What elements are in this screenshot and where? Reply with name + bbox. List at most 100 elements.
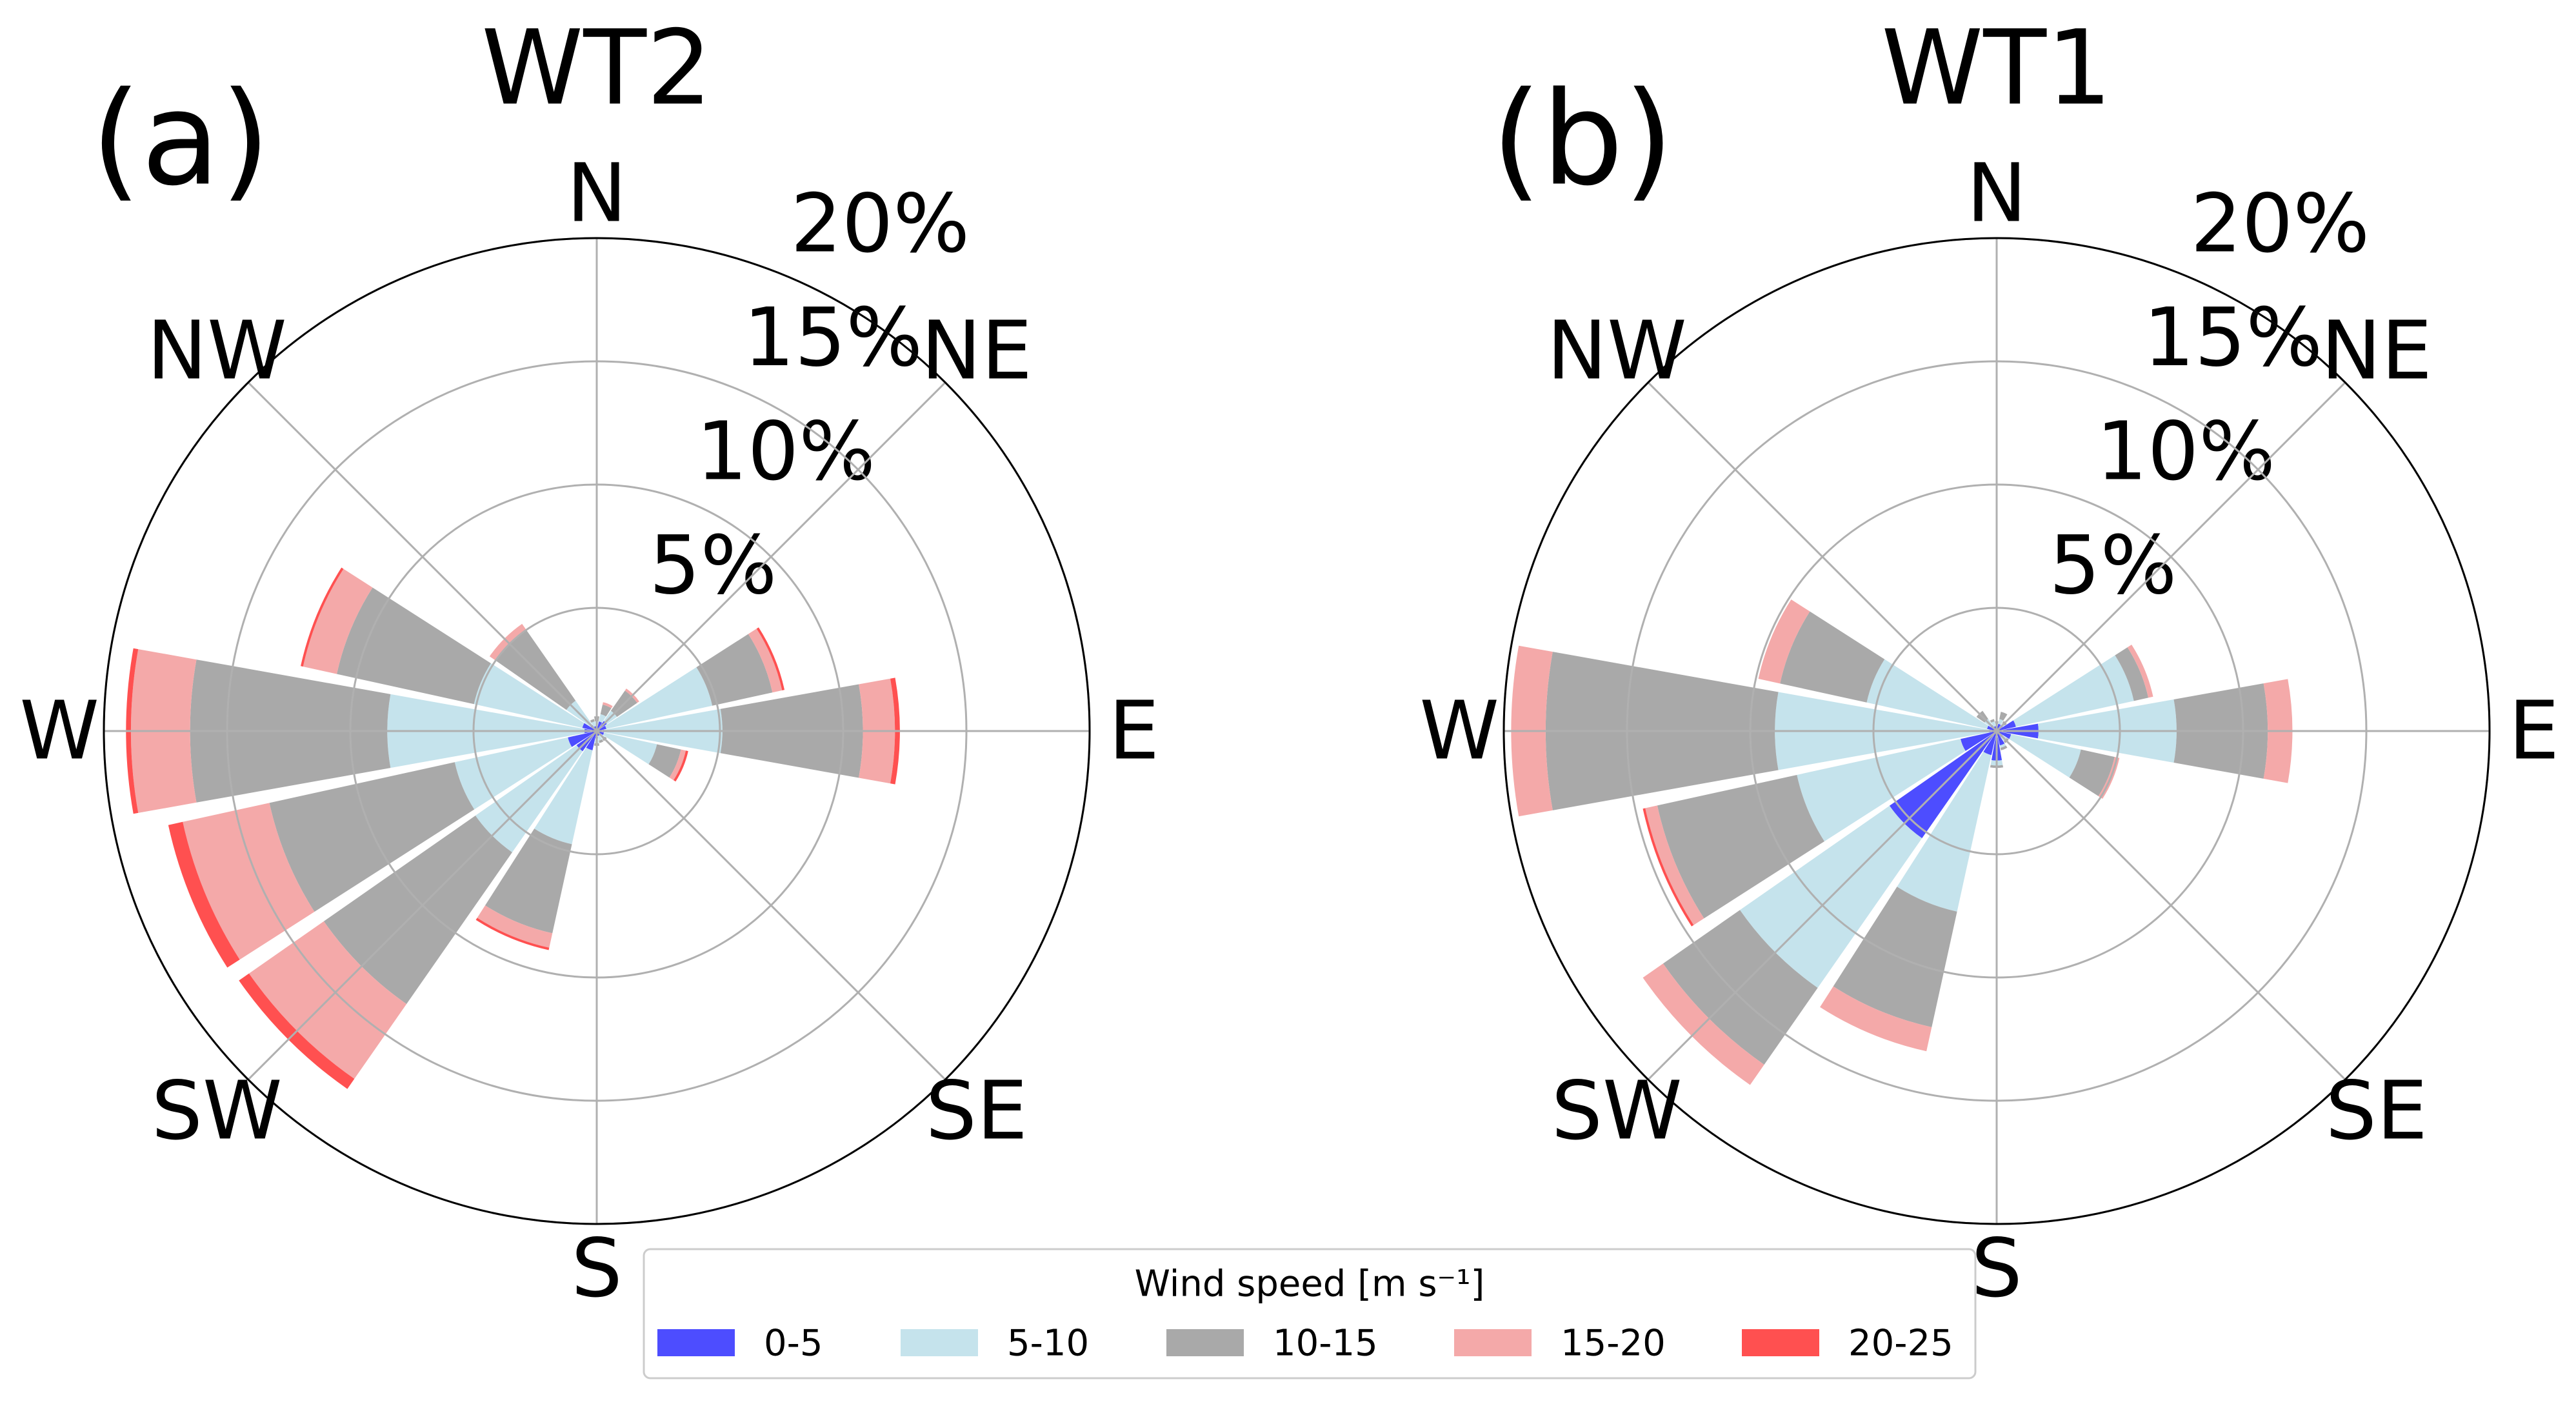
wind-wedge [603,732,657,765]
wind-wedge [603,702,613,708]
direction-label: NE [2321,305,2433,398]
radial-tick-label: 10% [696,405,875,499]
legend-swatch [1454,1329,1532,1356]
legend-title: Wind speed [m s⁻¹] [1135,1263,1485,1305]
wind-wedge [669,749,686,781]
wind-wedge [1758,599,1810,684]
wind-wedge [126,648,139,814]
wind-wedge [590,719,595,723]
wind-wedge [586,731,597,750]
chart-title: WT2 [481,8,712,128]
legend-swatch [1166,1329,1244,1356]
legend-swatch [1742,1329,1819,1356]
series-group [1511,599,2293,1085]
legend-swatch [657,1329,735,1356]
wind-wedge [301,567,344,667]
wind-wedge [1983,731,1997,756]
grid-spoke [247,730,598,1081]
wind-wedge [474,663,584,728]
grid-spoke [1647,381,1998,732]
wind-wedge [2127,645,2153,698]
radial-tick-label: 20% [790,177,970,271]
wind-wedge [582,723,597,731]
wind-wedge [1797,739,1966,841]
wind-wedge [568,731,597,747]
radial-tick-label: 15% [743,291,923,385]
grid-spoke [1647,730,1998,1081]
wind-wedge [2115,647,2149,701]
direction-label: N [1966,147,2027,241]
wind-wedge [597,735,603,741]
wind-wedge [648,744,681,778]
direction-label: N [566,147,627,241]
legend-label: 0-5 [764,1323,823,1365]
direction-label: NE [921,305,1033,398]
direction-label: SE [926,1064,1028,1158]
grid-spoke [595,381,946,732]
wind-wedge [599,739,604,743]
direction-label: SW [152,1064,283,1158]
wind-wedge [337,587,491,705]
wind-wedge [1990,719,1995,723]
wind-wedge [1999,712,2008,721]
wind-wedge [604,667,713,729]
radial-tick-label: 20% [2190,177,2370,271]
radial-tick-label: 5% [649,519,777,612]
grid-spoke [247,381,598,732]
direction-label: S [571,1221,622,1315]
wind-wedge [269,762,475,912]
wind-wedge [1998,719,2004,725]
wind-wedge [1820,986,1932,1052]
direction-label: SE [2326,1064,2428,1158]
wind-wedge [183,803,315,960]
wind-wedge [1999,743,2006,748]
wind-wedge [1780,611,1885,703]
wind-wedge [477,905,553,948]
wind-wedge [1997,731,2005,746]
wind-wedge [756,627,785,690]
wind-wedge [591,721,596,727]
wind-wedge [1642,808,1694,927]
wind-wedge [454,737,572,810]
legend-label: 5-10 [1007,1323,1089,1365]
wind-wedge [2000,745,2008,750]
radial-tick-label: 10% [2096,405,2275,499]
polar-frame [1503,237,2491,1225]
wind-wedge [1657,774,1824,919]
direction-label: W [19,685,99,778]
direction-label: E [1108,685,1159,778]
direction-label: SW [1552,1064,1682,1158]
direction-label: W [1419,685,1499,778]
legend-label: 10-15 [1273,1323,1378,1365]
panel-label: (a) [91,65,271,215]
wind-wedge [303,568,373,674]
wind-wedge [2069,749,2115,796]
wind-wedge [748,628,783,693]
wind-wedge [475,918,550,950]
wind-wedge [696,634,773,706]
wind-wedge [1833,887,1957,1027]
wind-wedge [1961,731,1997,751]
wind-wedge [1997,720,2016,731]
wind-wedge [600,704,612,717]
legend-label: 15-20 [1561,1323,1666,1365]
wind-wedge [2013,655,2134,727]
radial-tick-label: 5% [2049,519,2177,612]
grid-spoke [595,730,946,1081]
direction-label: S [1971,1221,2022,1315]
wind-wedge [1645,805,1704,925]
legend-swatch [901,1329,978,1356]
direction-label: NW [147,305,287,398]
panel-label: (b) [1491,65,1673,215]
radial-tick-label: 15% [2143,291,2322,385]
wind-wedge [1997,731,2012,739]
wind-wedge [168,821,240,968]
wind-wedge [674,750,688,782]
chart-title: WT1 [1881,8,2112,128]
direction-label: E [2508,685,2559,778]
wind-wedge [2009,734,2081,778]
wind-wedge [485,828,572,934]
wind-wedge [534,747,593,845]
